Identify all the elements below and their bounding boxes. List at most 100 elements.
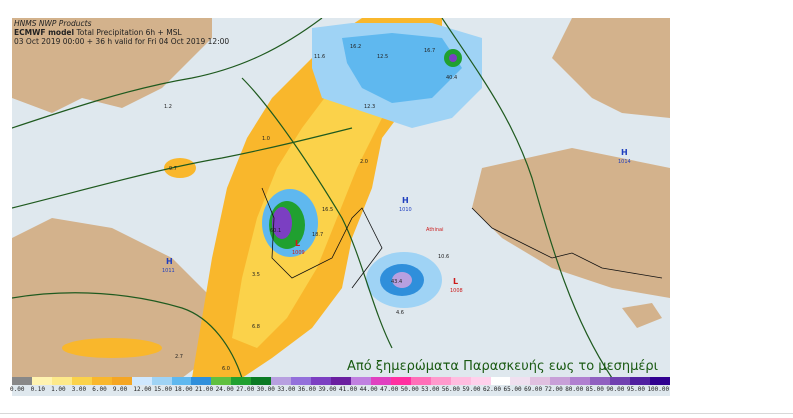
legend-label: 12.00: [133, 386, 152, 393]
legend-label: 65.00: [503, 386, 522, 393]
legend-swatch: [530, 377, 551, 385]
legend-label: 95.00: [626, 386, 645, 393]
precip-north-inner: [342, 33, 462, 103]
legend-swatch: [650, 377, 671, 385]
precip-label: 1.2: [164, 104, 172, 110]
legend-swatch: [31, 377, 53, 385]
pressure-l-1009: L: [295, 239, 300, 248]
legend-label: 3.00: [71, 386, 87, 393]
precip-label: 2.0: [360, 159, 368, 165]
precip-label: 11.6: [314, 54, 325, 60]
legend-swatch: [331, 377, 352, 385]
legend-swatch: [570, 377, 591, 385]
legend-label: 9.00: [112, 386, 128, 393]
precip-south-cell: [62, 338, 162, 358]
model-name: ECMWF model: [14, 28, 75, 37]
legend-label: 0.10: [30, 386, 46, 393]
pressure-l-1008: L: [453, 277, 458, 286]
legend-swatch: [370, 377, 392, 385]
legend-label: 72.00: [544, 386, 563, 393]
legend-swatch: [111, 377, 133, 385]
legend-label: 56.00: [441, 386, 460, 393]
pressure-h-1014: H: [621, 148, 628, 157]
precip-label: 6.0: [222, 366, 230, 372]
legend-swatch: [271, 377, 292, 385]
legend-label: 100.00: [647, 386, 670, 393]
validity-label: 03 Oct 2019 00:00 + 36 h valid for Fri 0…: [14, 37, 230, 46]
product-name: Total Precipitation 6h + MSL: [74, 28, 182, 37]
legend-label: 85.00: [585, 386, 604, 393]
precip-label: 12.5: [377, 54, 388, 60]
legend-label: 21.00: [195, 386, 214, 393]
legend-swatch: [590, 377, 611, 385]
legend-swatch: [430, 377, 452, 385]
city-label: Athinai: [426, 227, 443, 233]
model-title: ECMWF model Total Precipitation 6h + MSL: [14, 28, 182, 37]
pressure-h-1011-value: 1011: [162, 268, 175, 274]
land-turkey: [472, 148, 670, 298]
precip-label: 6.8: [252, 324, 260, 330]
coastline-greece: [261, 187, 383, 289]
legend-label: 1.00: [51, 386, 66, 393]
isobar-3: [241, 77, 393, 349]
legend-label: 36.00: [297, 386, 316, 393]
legend-swatch: [91, 377, 113, 385]
coastline-turkey: [471, 207, 663, 279]
provider-label: HNMS NWP Products: [14, 19, 92, 28]
legend-swatch: [12, 377, 33, 385]
precipitation-map-graphic: H 1011 H 1014 L 1009 L 1008 H 1010 Athin…: [12, 18, 670, 396]
precip-value-labels: 16.2 11.6 12.5 16.7 12.3 60.1 40.4 43.4 …: [164, 44, 457, 372]
legend-label: 30.00: [256, 386, 275, 393]
weather-map: H 1011 H 1014 L 1009 L 1008 H 1010 Athin…: [12, 18, 670, 396]
legend-label: 47.00: [380, 386, 399, 393]
legend-swatch: [610, 377, 631, 385]
precip-label: 40.4: [446, 75, 457, 81]
precip-label: 18.7: [312, 232, 323, 238]
legend-swatch: [71, 377, 93, 385]
precip-label: 16.5: [322, 207, 333, 213]
precip-label: 16.2: [350, 44, 361, 50]
precip-label: 16.7: [424, 48, 435, 54]
pressure-h-1010-value: 1010: [399, 207, 412, 213]
legend-label: 0.00: [10, 386, 25, 393]
legend-swatch: [211, 377, 232, 385]
legend-swatch: [410, 377, 432, 385]
precip-label: 43.4: [391, 279, 402, 285]
legend-swatch: [470, 377, 492, 385]
precip-label: 9.7: [169, 166, 177, 172]
legend-label: 27.00: [236, 386, 255, 393]
precip-label: 60.1: [270, 228, 281, 234]
legend-swatch: [490, 377, 511, 385]
legend-swatch: [550, 377, 571, 385]
isobar-1: [12, 18, 323, 129]
legend-label: 69.00: [524, 386, 543, 393]
legend-swatch: [630, 377, 651, 385]
pressure-h-1011: H: [166, 257, 173, 266]
precip-label: 2.7: [175, 354, 183, 360]
legend-label: 44.00: [359, 386, 378, 393]
legend-swatch: [231, 377, 252, 385]
legend-swatch: [311, 377, 332, 385]
legend-swatch: [191, 377, 212, 385]
legend-label: 59.00: [462, 386, 481, 393]
land-northeast: [552, 18, 670, 118]
legend-label: 80.00: [565, 386, 584, 393]
pressure-h-1014-value: 1014: [618, 159, 631, 165]
forecast-caption: Από ξημερώματα Παρασκευής εως το μεσημέρ…: [347, 359, 659, 374]
legend-swatch: [151, 377, 172, 385]
legend-swatch: [131, 377, 153, 385]
precip-legend: 0.00 0.10 1.00 3.00 6.00 9.00 12.00 15.00 18.00 2…: [10, 377, 671, 396]
isobar-2: [12, 127, 353, 209]
land-northwest: [12, 18, 212, 113]
precip-label: 10.6: [438, 254, 449, 260]
legend-label: 18.00: [174, 386, 193, 393]
legend-swatch: [450, 377, 472, 385]
land-cyprus: [622, 303, 662, 328]
legend-swatch: [350, 377, 372, 385]
legend-swatch: [510, 377, 531, 385]
pressure-h-1010: H: [402, 196, 409, 205]
legend-swatch: [291, 377, 312, 385]
legend-label: 62.00: [482, 386, 501, 393]
precip-label: 1.0: [262, 136, 270, 142]
precip-label: 4.6: [396, 310, 404, 316]
